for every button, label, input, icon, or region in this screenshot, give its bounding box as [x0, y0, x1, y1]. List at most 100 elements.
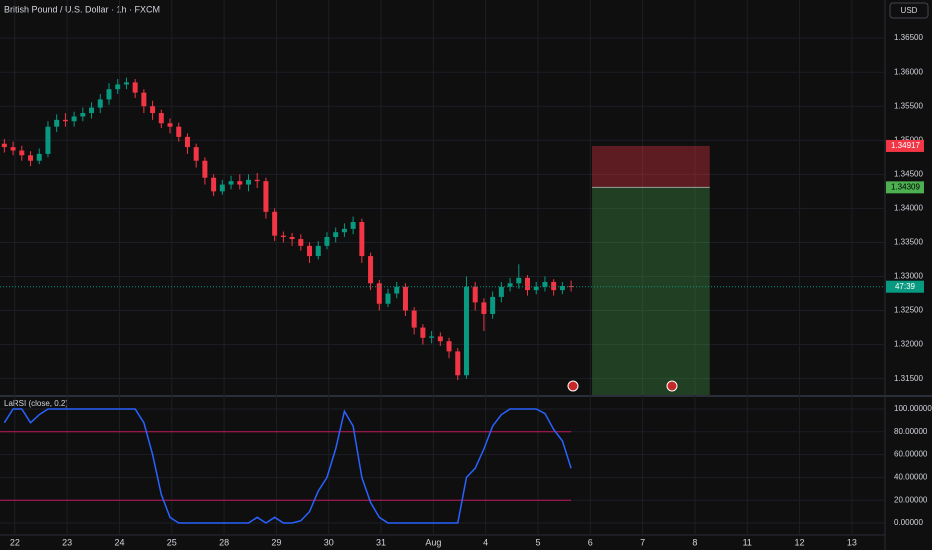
candle-body [455, 351, 461, 376]
candle-body [525, 277, 531, 291]
candle-body [62, 119, 68, 122]
entry-price-label: 1.34309 [891, 182, 920, 191]
indicator-line [3, 408, 572, 524]
candle-body [245, 179, 251, 185]
candle-body [385, 293, 391, 304]
entry-price-tag [886, 181, 924, 194]
candle-body [333, 232, 339, 237]
candle-body [184, 136, 190, 148]
x-tick-label: 22 [10, 537, 20, 547]
y-tick-label: 1.33500 [894, 238, 923, 247]
candle-body [36, 153, 42, 161]
y-tick-label: 100.00000 [894, 404, 932, 413]
last-price-tag [886, 280, 924, 293]
event-icon[interactable] [567, 380, 579, 392]
candle-body [559, 286, 565, 291]
candle-body [298, 239, 304, 246]
candle-body [280, 235, 286, 237]
candle-body [115, 84, 121, 90]
y-tick-label: 1.34000 [894, 204, 923, 213]
candle-body [123, 82, 129, 85]
x-tick-label: 5 [535, 537, 540, 547]
currency-label[interactable]: USD [901, 6, 918, 15]
target-zone [592, 187, 710, 395]
candle-body [472, 286, 478, 303]
candle-body [80, 113, 86, 117]
y-tick-label: 1.33000 [894, 272, 923, 281]
y-tick-label: 1.36000 [894, 67, 923, 76]
candle-body [307, 245, 313, 257]
y-tick-label: 1.35500 [894, 101, 923, 110]
x-tick-label: 25 [167, 537, 177, 547]
x-tick-label: 29 [271, 537, 281, 547]
candle-body [376, 283, 382, 304]
candle-body [132, 82, 138, 93]
candle-body [359, 222, 365, 257]
x-tick-label: 8 [692, 537, 697, 547]
candle-body [446, 341, 452, 352]
candle-body [97, 99, 103, 108]
candle-body [1, 143, 7, 148]
x-tick-label: 12 [795, 537, 805, 547]
candle-body [542, 281, 548, 287]
x-tick-label: 4 [483, 537, 488, 547]
candle-body [158, 113, 164, 124]
y-tick-label: 0.00000 [894, 518, 923, 527]
chart-title: British Pound / U.S. Dollar · 1h · FXCM [4, 4, 160, 14]
x-tick-label: 31 [376, 537, 386, 547]
x-tick-label: 28 [219, 537, 229, 547]
candle-body [193, 147, 199, 161]
candle-body [263, 181, 269, 212]
candle-body [254, 179, 260, 182]
y-tick-label: 1.36500 [894, 33, 923, 42]
y-tick-label: 60.00000 [894, 450, 928, 459]
stop-zone [592, 145, 710, 188]
candle-body [28, 155, 34, 161]
candle-body [106, 89, 112, 100]
candle-body [420, 327, 426, 338]
candle-body [394, 286, 400, 294]
candle-body [481, 302, 487, 314]
candle-body [568, 286, 574, 288]
candle-body [437, 336, 443, 342]
y-tick-label: 20.00000 [894, 495, 928, 504]
candle-body [219, 184, 225, 192]
candle-body [176, 126, 182, 137]
candle-body [490, 296, 496, 314]
candle-body [272, 211, 278, 236]
x-tick-label: 13 [847, 537, 857, 547]
candle-body [10, 147, 16, 151]
x-tick-label: Aug [425, 537, 441, 547]
stop-price-tag [886, 139, 924, 152]
y-tick-label: 1.31500 [894, 374, 923, 383]
candle-body [429, 336, 435, 338]
event-icon[interactable] [666, 380, 678, 392]
x-tick-label: 7 [640, 537, 645, 547]
y-tick-label: 1.32500 [894, 306, 923, 315]
candle-body [19, 150, 25, 156]
x-tick-label: 6 [588, 537, 593, 547]
candle-body [324, 237, 330, 246]
candle-body [516, 277, 522, 284]
candle-body [368, 256, 374, 284]
x-tick-label: 30 [324, 537, 334, 547]
candle-body [228, 181, 234, 185]
indicator-title: LaRSI (close, 0.2) [4, 399, 68, 408]
candle-body [533, 286, 539, 291]
candle-body [551, 281, 557, 291]
x-tick-label: 24 [114, 537, 124, 547]
y-tick-label: 1.34500 [894, 169, 923, 178]
y-tick-label: 80.00000 [894, 427, 928, 436]
candle-body [289, 237, 295, 240]
candle-body [89, 107, 95, 114]
y-tick-label: 40.00000 [894, 473, 928, 482]
candle-body [150, 106, 156, 114]
currency-button[interactable] [889, 2, 929, 19]
candle-body [507, 283, 513, 287]
candle-body [463, 286, 469, 376]
candle-body [315, 245, 321, 257]
